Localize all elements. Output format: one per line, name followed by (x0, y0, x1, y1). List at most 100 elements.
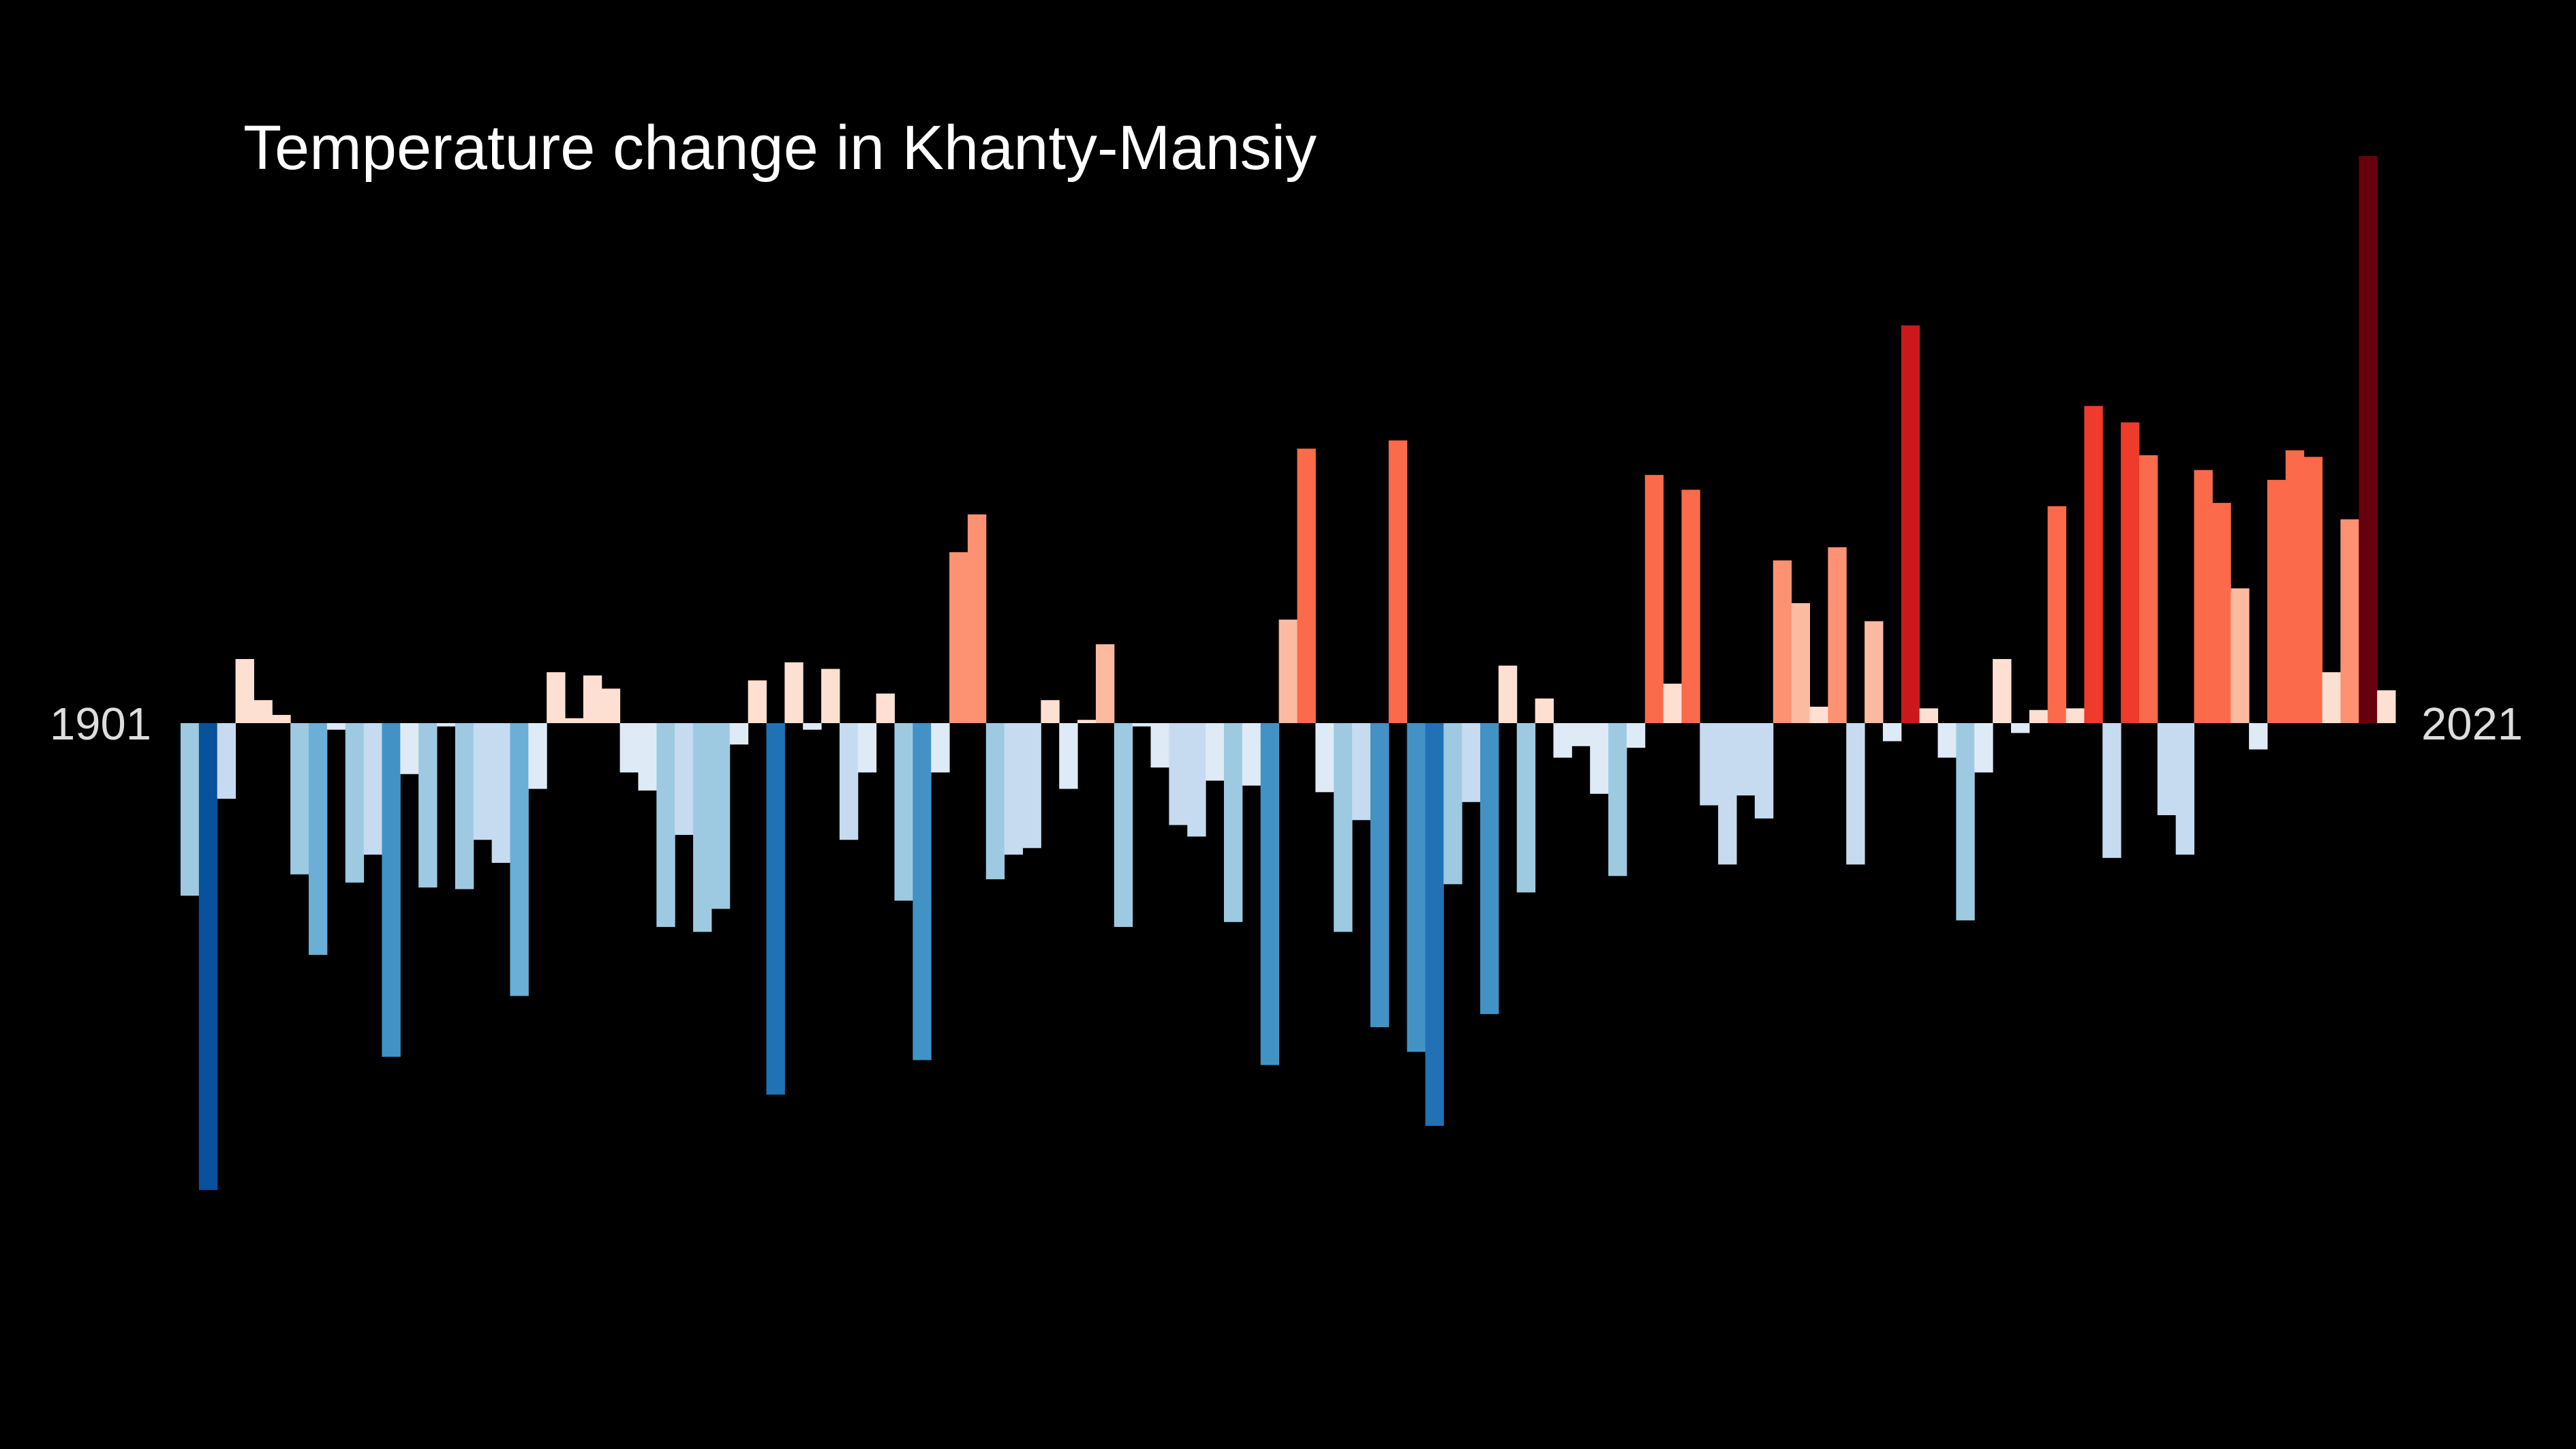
bar (400, 723, 419, 774)
bar (1352, 723, 1371, 821)
bar (1828, 547, 1847, 723)
bar (2138, 455, 2158, 723)
bar (1114, 723, 1133, 928)
bar (1571, 723, 1591, 746)
bar (2322, 672, 2341, 723)
bar (711, 723, 731, 909)
bar (1443, 723, 1462, 885)
bar (2212, 502, 2231, 723)
bar (967, 514, 987, 723)
x-tick-label: 2021 (2421, 699, 2523, 750)
bar (326, 723, 346, 730)
bar (1516, 723, 1536, 893)
bar (528, 723, 547, 789)
bar (2175, 723, 2195, 855)
bar (1223, 723, 1243, 922)
bar (1608, 723, 1627, 876)
bar (547, 672, 566, 723)
bar (1242, 723, 1261, 786)
bar (1059, 723, 1078, 789)
bar (2249, 723, 2268, 750)
bar (491, 723, 510, 863)
bar (254, 700, 273, 723)
bar (1315, 723, 1334, 793)
bar (198, 723, 218, 1190)
bar (1022, 723, 1041, 849)
bar (1882, 723, 1902, 742)
bar (1919, 708, 1939, 723)
bar (272, 714, 291, 723)
bar (857, 723, 877, 773)
bar (675, 723, 694, 835)
bar (1498, 665, 1518, 723)
bar (619, 723, 639, 773)
bar (1297, 448, 1316, 723)
bar (1700, 723, 1719, 806)
bar (2084, 406, 2103, 723)
bar (1077, 720, 1097, 723)
bar (1974, 723, 1993, 773)
x-tick-label: 1901 (50, 699, 151, 750)
bar (1663, 684, 1682, 723)
bar (1388, 440, 1408, 723)
bar (1425, 723, 1444, 1126)
bar (2194, 470, 2213, 723)
bar (290, 723, 309, 874)
bar (217, 723, 236, 799)
bar (181, 723, 200, 896)
bar (931, 723, 950, 773)
bar (839, 723, 859, 840)
bar (1370, 723, 1390, 1028)
bar (1937, 723, 1957, 758)
bar (455, 723, 474, 889)
bar (382, 723, 401, 1057)
bar (1278, 620, 1298, 723)
bar (1407, 723, 1426, 1052)
bar (1956, 723, 1975, 921)
bar (510, 723, 529, 996)
bar (2029, 710, 2049, 723)
bar (1626, 723, 1646, 748)
bar (437, 723, 456, 727)
bar (784, 662, 803, 723)
bar (803, 723, 822, 730)
bar (2047, 506, 2067, 723)
bar (729, 723, 749, 745)
bar (913, 723, 932, 1061)
bar (1150, 723, 1169, 768)
bar (1901, 325, 1920, 724)
bar (2230, 588, 2250, 723)
bar (638, 723, 657, 791)
chart-title: Temperature change in Khanty-Mansiy (243, 113, 1317, 183)
bar (894, 723, 913, 901)
bar (1041, 700, 1060, 723)
bar (1334, 723, 1353, 932)
bar (418, 723, 438, 888)
bar (1462, 723, 1481, 802)
bar (748, 680, 767, 723)
bar (1846, 723, 1865, 865)
bar (1644, 474, 1664, 723)
bar (2121, 422, 2140, 723)
bar (949, 552, 968, 723)
bar (693, 723, 712, 932)
bar (1260, 723, 1280, 1065)
bar (565, 718, 584, 723)
bar (1095, 644, 1115, 723)
bar (2267, 480, 2286, 723)
bar (345, 723, 365, 883)
bar (1773, 560, 1792, 723)
bar (1535, 698, 1554, 723)
bar (1736, 723, 1755, 796)
bar (2066, 708, 2085, 723)
bar (1004, 723, 1024, 855)
bar (1590, 723, 1609, 794)
bar (2377, 690, 2396, 723)
bar (2157, 723, 2177, 816)
bar (985, 723, 1005, 880)
bar (876, 693, 895, 723)
bar (821, 669, 840, 723)
bar (1553, 723, 1572, 758)
bar (363, 723, 382, 855)
bar (1865, 621, 1884, 723)
